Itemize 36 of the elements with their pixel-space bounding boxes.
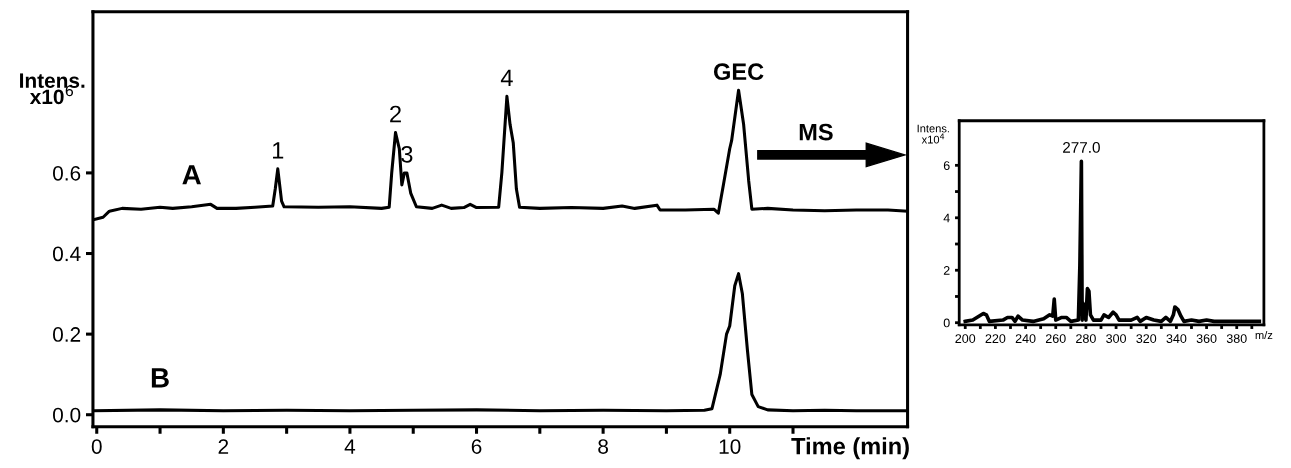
x-tick-label: 280: [1076, 334, 1096, 343]
x-tick-label: 8: [598, 439, 609, 454]
x-tick-label: 380: [1226, 334, 1247, 343]
x-tick-label: 220: [985, 334, 1006, 343]
series-label: A: [182, 165, 201, 185]
annotation: 1: [273, 142, 284, 159]
y-tick-label: 2: [943, 266, 950, 275]
y-tick-label: 0.2: [53, 327, 81, 342]
y-tick-label: 4: [943, 213, 950, 223]
x-tick-label: 10: [719, 439, 741, 454]
annotation: 3: [401, 145, 413, 163]
x-tick-label: 240: [1015, 334, 1036, 343]
annotation: 2: [390, 105, 401, 123]
series-label: B: [151, 368, 169, 388]
x-tick-label: 360: [1196, 334, 1217, 343]
x-tick-label: 340: [1166, 334, 1187, 343]
x-tick-label: 260: [1045, 334, 1066, 343]
x-tick-label: 6: [471, 439, 482, 454]
x-axis-title: Time (min): [791, 437, 909, 460]
y-tick-label: 0: [943, 318, 950, 328]
annotation: GEC: [713, 63, 764, 81]
x-tick-label: 320: [1136, 334, 1157, 343]
x-tick-label: 0: [91, 439, 102, 454]
x-tick-label: 4: [344, 439, 356, 454]
x-tick-label: 2: [218, 439, 229, 454]
annotation: 277.0: [1063, 142, 1100, 153]
x-tick-label: 200: [955, 334, 976, 343]
x-axis-title: m/z: [1255, 330, 1273, 340]
y-tick-label: 0.6: [53, 165, 81, 181]
annotation: MS: [799, 123, 833, 141]
annotation: 4: [500, 69, 513, 86]
y-tick-label: 6: [943, 161, 950, 170]
y-tick-label: 0.0: [53, 407, 81, 423]
y-axis-title: Intens. x10$^{4}$: [917, 124, 949, 144]
y-tick-label: 0.4: [53, 246, 81, 262]
x-tick-label: 300: [1106, 334, 1127, 343]
